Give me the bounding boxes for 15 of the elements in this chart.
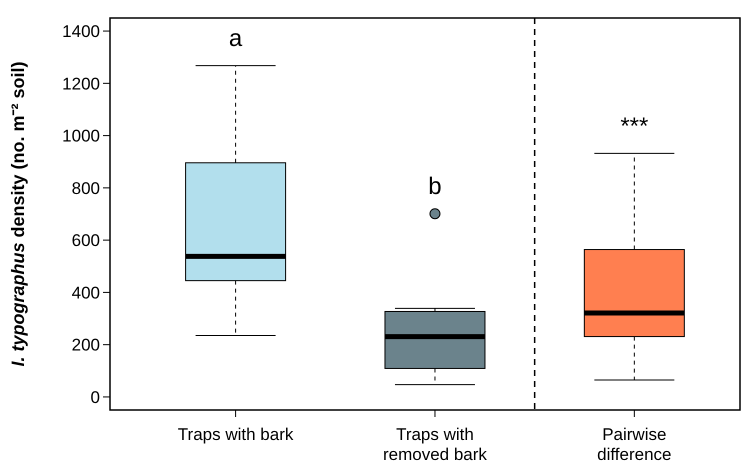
y-tick-label: 800 — [72, 178, 100, 198]
y-tick-label: 1000 — [62, 126, 100, 146]
x-tick-label: Traps with removed bark — [383, 425, 488, 464]
annotation: *** — [620, 112, 648, 140]
x-tick-label: Pairwise difference — [597, 425, 672, 464]
annotation: b — [428, 173, 442, 200]
y-tick-label: 1200 — [62, 74, 100, 94]
y-tick-label: 400 — [72, 283, 100, 302]
y-tick-label: 1400 — [62, 22, 100, 42]
y-axis-title: I. typographus density (no. m⁻² soil) — [8, 61, 28, 367]
y-tick-label: 200 — [72, 336, 100, 355]
annotation: a — [228, 24, 243, 52]
y-tick-label: 600 — [72, 231, 100, 250]
x-tick-label: Traps with bark — [178, 425, 294, 444]
y-tick-label: 0 — [90, 388, 100, 407]
